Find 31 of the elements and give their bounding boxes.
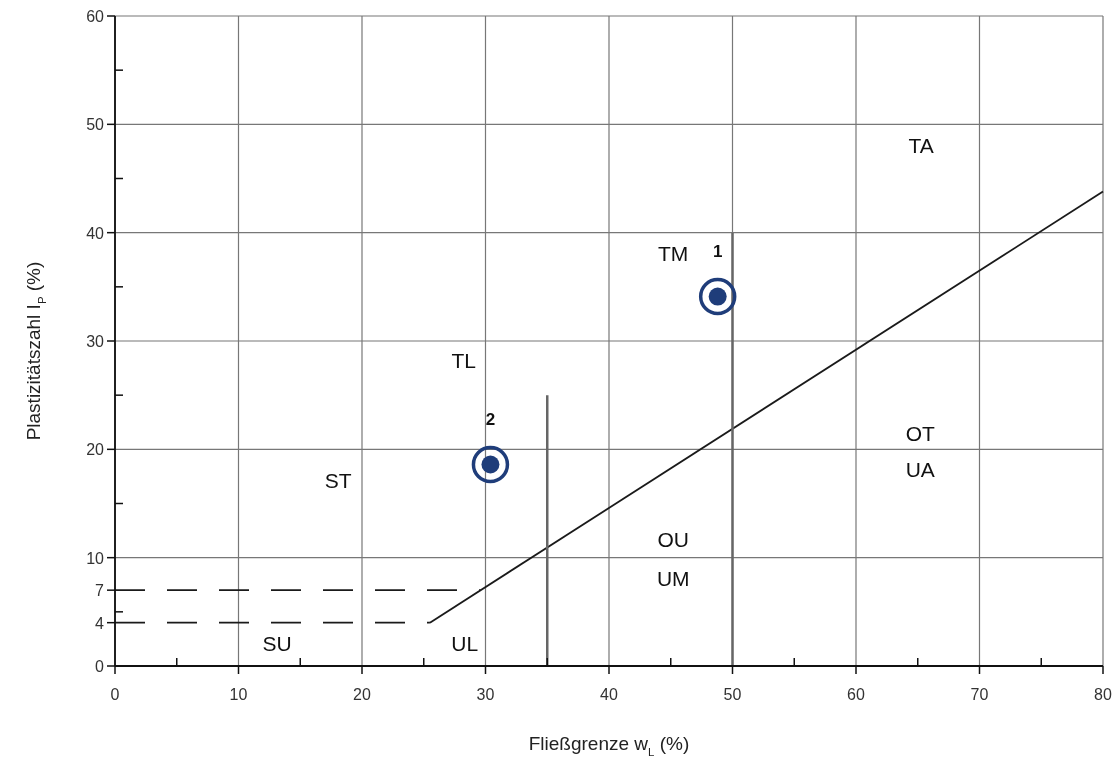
x-tick-label: 80: [1094, 686, 1112, 703]
annotation: UL: [451, 631, 479, 655]
x-tick-label: 0: [110, 686, 120, 703]
annotation: OT: [905, 421, 935, 445]
y-tick-label: 10: [86, 549, 105, 567]
y-tick-label: 7: [95, 582, 105, 600]
annotation: TM: [658, 241, 689, 265]
annotation: TL: [451, 349, 477, 372]
y-tick-label: 40: [86, 224, 105, 242]
y-tick-label: 60: [86, 8, 105, 25]
x-tick-label: 70: [970, 686, 989, 703]
y-tick-label: 4: [95, 614, 105, 632]
annotation: ST: [324, 469, 352, 493]
annotation: 2: [485, 409, 496, 429]
annotation: SU: [262, 631, 292, 655]
y-tick-label: 50: [86, 116, 105, 134]
y-tick-label: 30: [86, 333, 105, 350]
x-tick-label: 30: [476, 686, 495, 703]
x-tick-label: 40: [600, 686, 618, 703]
y-tick-label: 20: [86, 441, 105, 459]
x-tick-label: 60: [847, 686, 865, 703]
y-tick-label: 0: [95, 658, 105, 675]
x-tick-label: 50: [723, 686, 742, 703]
annotation: 1: [712, 242, 723, 262]
x-tick-label: 20: [353, 686, 371, 703]
annotation: TA: [908, 134, 934, 158]
x-axis-title: Fließgrenze w$_{L}$ (%): [528, 733, 690, 758]
annotation: OU: [657, 528, 689, 552]
x-tick-label: 10: [229, 686, 248, 703]
annotation: UA: [905, 457, 935, 481]
annotation: UM: [656, 566, 690, 590]
